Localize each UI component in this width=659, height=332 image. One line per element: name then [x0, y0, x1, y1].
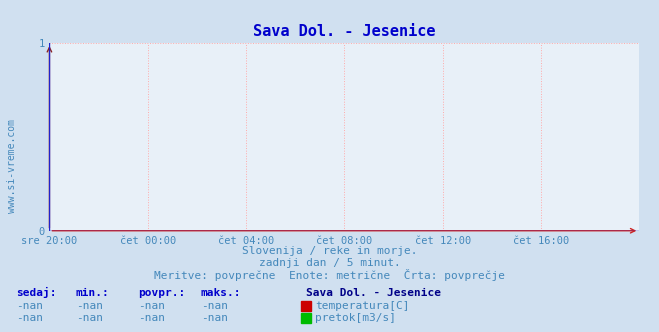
Text: Sava Dol. - Jesenice: Sava Dol. - Jesenice: [306, 288, 442, 298]
Text: -nan: -nan: [76, 313, 103, 323]
Text: pretok[m3/s]: pretok[m3/s]: [315, 313, 396, 323]
Text: min.:: min.:: [76, 288, 109, 298]
Text: zadnji dan / 5 minut.: zadnji dan / 5 minut.: [258, 258, 401, 268]
Text: Slovenija / reke in morje.: Slovenija / reke in morje.: [242, 246, 417, 256]
Text: www.si-vreme.com: www.si-vreme.com: [7, 119, 16, 213]
Text: Meritve: povprečne  Enote: metrične  Črta: povprečje: Meritve: povprečne Enote: metrične Črta:…: [154, 269, 505, 281]
Text: -nan: -nan: [201, 313, 228, 323]
Text: -nan: -nan: [138, 301, 165, 311]
Text: povpr.:: povpr.:: [138, 288, 186, 298]
Text: sedaj:: sedaj:: [16, 287, 57, 298]
Text: temperatura[C]: temperatura[C]: [315, 301, 409, 311]
Text: -nan: -nan: [16, 313, 43, 323]
Text: -nan: -nan: [201, 301, 228, 311]
Text: -nan: -nan: [16, 301, 43, 311]
Title: Sava Dol. - Jesenice: Sava Dol. - Jesenice: [253, 24, 436, 39]
Text: maks.:: maks.:: [201, 288, 241, 298]
Text: -nan: -nan: [76, 301, 103, 311]
Text: -nan: -nan: [138, 313, 165, 323]
